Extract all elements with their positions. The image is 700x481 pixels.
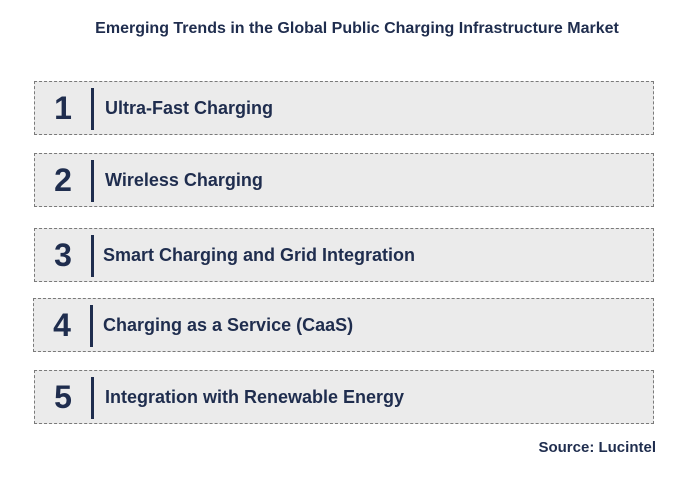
trend-label-2: Wireless Charging (105, 169, 263, 190)
diagram-title: Emerging Trends in the Global Public Cha… (95, 20, 619, 37)
trend-number-3: 3 (54, 236, 72, 273)
trend-divider-5 (91, 377, 94, 419)
trend-number-5: 5 (54, 378, 72, 415)
trend-row-2: 2 Wireless Charging (34, 153, 654, 207)
trend-divider-1 (91, 88, 94, 130)
trend-label-3: Smart Charging and Grid Integration (103, 244, 416, 265)
trend-number-1: 1 (54, 89, 72, 126)
trend-number-2: 2 (54, 161, 72, 198)
source-note: Source: Lucintel (538, 439, 656, 456)
trend-label-5: Integration with Renewable Energy (105, 386, 405, 407)
trend-label-4: Charging as a Service (CaaS) (103, 314, 354, 335)
trend-number-4: 4 (53, 306, 71, 343)
trend-divider-4 (90, 305, 93, 347)
trend-row-4: 4 Charging as a Service (CaaS) (33, 298, 654, 352)
trend-label-1: Ultra-Fast Charging (105, 97, 274, 118)
trend-divider-2 (91, 160, 94, 202)
trend-row-3: 3 Smart Charging and Grid Integration (34, 228, 654, 282)
trend-divider-3 (91, 235, 94, 277)
trend-row-1: 1 Ultra-Fast Charging (34, 81, 654, 135)
trend-row-5: 5 Integration with Renewable Energy (34, 370, 654, 424)
